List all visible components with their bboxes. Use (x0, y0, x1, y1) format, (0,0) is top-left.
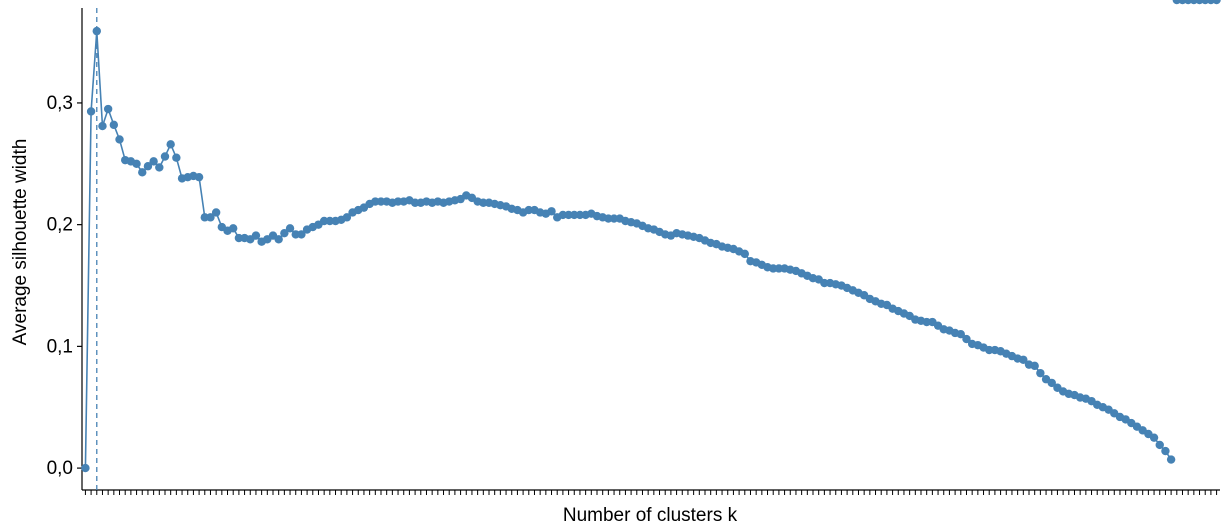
data-point (138, 168, 147, 177)
data-point (342, 213, 352, 222)
data-point (1019, 355, 1028, 364)
y-tick-label: 0,2 (47, 215, 73, 236)
data-point (1149, 433, 1159, 442)
data-point (92, 26, 101, 36)
series-points (81, 0, 1221, 473)
data-point (81, 463, 90, 473)
data-point (109, 120, 119, 130)
data-point (211, 208, 221, 217)
y-axis: 0,0 0,1 0,2 0,3 (47, 8, 83, 490)
data-point (172, 153, 181, 162)
data-point (297, 230, 306, 239)
y-tick-label: 0,3 (47, 93, 73, 114)
data-point (149, 157, 158, 166)
data-point (962, 334, 971, 344)
data-point (160, 152, 170, 161)
data-point (86, 107, 96, 116)
data-point (280, 228, 289, 238)
y-tick-label: 0,0 (47, 458, 73, 479)
data-point (194, 172, 204, 182)
data-point (956, 330, 965, 339)
data-point (1155, 440, 1164, 450)
data-point (206, 213, 215, 222)
data-point (547, 207, 556, 216)
y-tick-label: 0,1 (47, 336, 73, 357)
x-axis (82, 489, 1220, 495)
data-point (1036, 368, 1045, 378)
data-point (274, 235, 283, 244)
data-point (1161, 446, 1170, 456)
data-point (1212, 0, 1221, 5)
data-point (132, 159, 141, 168)
data-point (251, 231, 261, 240)
data-point (98, 121, 107, 131)
x-axis-title: Number of clusters k (563, 505, 738, 526)
data-point (1030, 361, 1039, 371)
data-point (229, 224, 238, 233)
data-point (1047, 378, 1056, 388)
data-point (1166, 455, 1176, 464)
y-axis-title: Average silhouette width (10, 139, 31, 346)
data-point (143, 162, 153, 171)
data-point (155, 163, 164, 172)
series-line (84, 31, 1172, 469)
data-point (740, 249, 749, 259)
data-point (103, 104, 113, 114)
data-point (166, 140, 175, 149)
data-point (115, 135, 124, 144)
data-point (285, 224, 295, 233)
